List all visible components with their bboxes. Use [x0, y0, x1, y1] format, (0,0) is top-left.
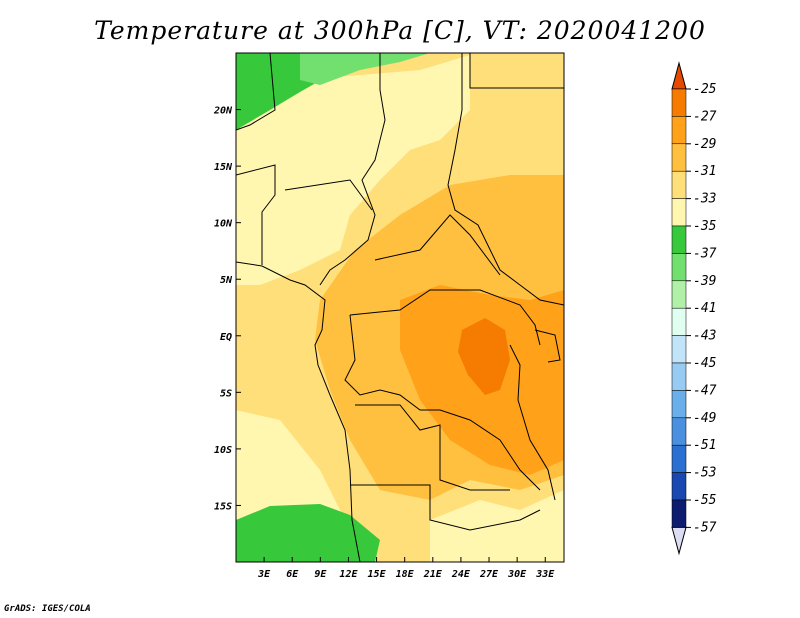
x-tick-label: 12E — [339, 569, 358, 580]
temperature-field — [236, 53, 564, 562]
grads-credit: GrADS: IGES/COLA — [4, 604, 91, 614]
colorbar-top-arrow — [671, 61, 687, 90]
colorbar-label: -33 — [693, 192, 716, 207]
field-orange-dark — [458, 318, 510, 395]
colorbar-label: -47 — [693, 383, 717, 398]
colorbar-label: -39 — [693, 274, 716, 289]
colorbar-swatch — [671, 307, 687, 336]
x-tick-label: 9E — [314, 569, 327, 580]
y-tick-label: 15S — [214, 501, 232, 512]
field-pale-north — [236, 55, 470, 285]
map-borders — [236, 53, 564, 562]
y-tick-label: 5S — [220, 388, 232, 399]
x-tick-label: 18E — [396, 569, 415, 580]
colorbar-swatch — [671, 335, 687, 364]
colorbar-label: -29 — [693, 137, 716, 152]
y-tick-label: 5N — [220, 275, 233, 286]
border-egypt-sudan — [469, 53, 564, 89]
colorbar-swatch — [671, 170, 687, 199]
y-tick-label: EQ — [220, 332, 232, 343]
border-congo-north — [349, 289, 541, 346]
x-tick-label: 27E — [479, 569, 499, 580]
border-mali — [236, 53, 276, 131]
border-east-lakes — [509, 344, 556, 501]
y-tick-label: 10N — [214, 219, 233, 230]
x-tick-label: 3E — [257, 569, 271, 580]
y-tick-label: 20N — [213, 106, 233, 117]
colorbar-swatch — [671, 472, 687, 501]
colorbar-swatch — [671, 390, 687, 419]
border-car — [374, 214, 501, 276]
x-tick-label: 15E — [368, 569, 387, 580]
colorbar-label: -25 — [693, 82, 717, 97]
colorbar-swatch — [671, 143, 687, 172]
colorbar: -25 -27 -29 -31 -33 -35 -37 -39 -41 -43 -45 -47 -49 -… — [671, 61, 717, 556]
colorbar-swatch — [671, 116, 687, 145]
colorbar-label: -41 — [693, 301, 716, 316]
border-angola-zambia — [355, 404, 510, 491]
colorbar-label: -49 — [693, 411, 716, 426]
colorbar-swatch — [671, 225, 687, 254]
y-tick-label: 10S — [214, 445, 232, 456]
x-tick-label: 24E — [451, 569, 471, 580]
colorbar-label: -31 — [693, 164, 716, 179]
lake-victoria — [534, 329, 561, 363]
colorbar-swatch — [671, 362, 687, 391]
colorbar-swatch — [671, 417, 687, 446]
colorbar-swatch — [671, 444, 687, 473]
coastline-west — [236, 261, 361, 562]
colorbar-label: -35 — [693, 219, 717, 234]
field-pale-southeast — [430, 490, 564, 562]
border-chad-sudan — [447, 53, 564, 306]
colorbar-bottom-arrow — [671, 526, 687, 556]
x-tick-label: 33E — [535, 569, 555, 580]
field-green-south — [236, 504, 380, 562]
x-tick-label: 6E — [286, 569, 299, 580]
colorbar-swatch — [671, 499, 687, 528]
colorbar-swatch — [671, 88, 687, 117]
border-drc-south — [344, 314, 541, 491]
border-niger-chad — [319, 53, 386, 286]
field-lightgreen-north — [300, 53, 430, 85]
colorbar-label: -27 — [693, 109, 717, 124]
x-tick-label: 21E — [423, 569, 443, 580]
chart-title: Temperature at 300hPa [C], VT: 202004120… — [94, 16, 706, 45]
plot-frame — [235, 52, 565, 563]
border-nigeria-north — [284, 179, 373, 211]
colorbar-label: -53 — [693, 466, 716, 481]
colorbar-label: -57 — [693, 520, 717, 535]
border-namibia-botswana — [350, 484, 541, 531]
axis-ticks: 3E 6E 9E 12E 15E 18E 21E 24E 27E 30E 33E 20N 15N 10N 5… — [213, 106, 555, 580]
y-tick-label: 15N — [214, 162, 233, 173]
colorbar-swatch — [671, 253, 687, 282]
colorbar-label: -45 — [693, 356, 717, 371]
colorbar-swatch — [671, 280, 687, 309]
colorbar-label: -43 — [693, 329, 716, 344]
x-tick-label: 30E — [507, 569, 527, 580]
colorbar-label: -37 — [693, 246, 717, 261]
colorbar-label: -55 — [693, 493, 717, 508]
colorbar-swatch — [671, 198, 687, 227]
colorbar-label: -51 — [693, 438, 716, 453]
border-burkina-ghana — [236, 164, 276, 265]
